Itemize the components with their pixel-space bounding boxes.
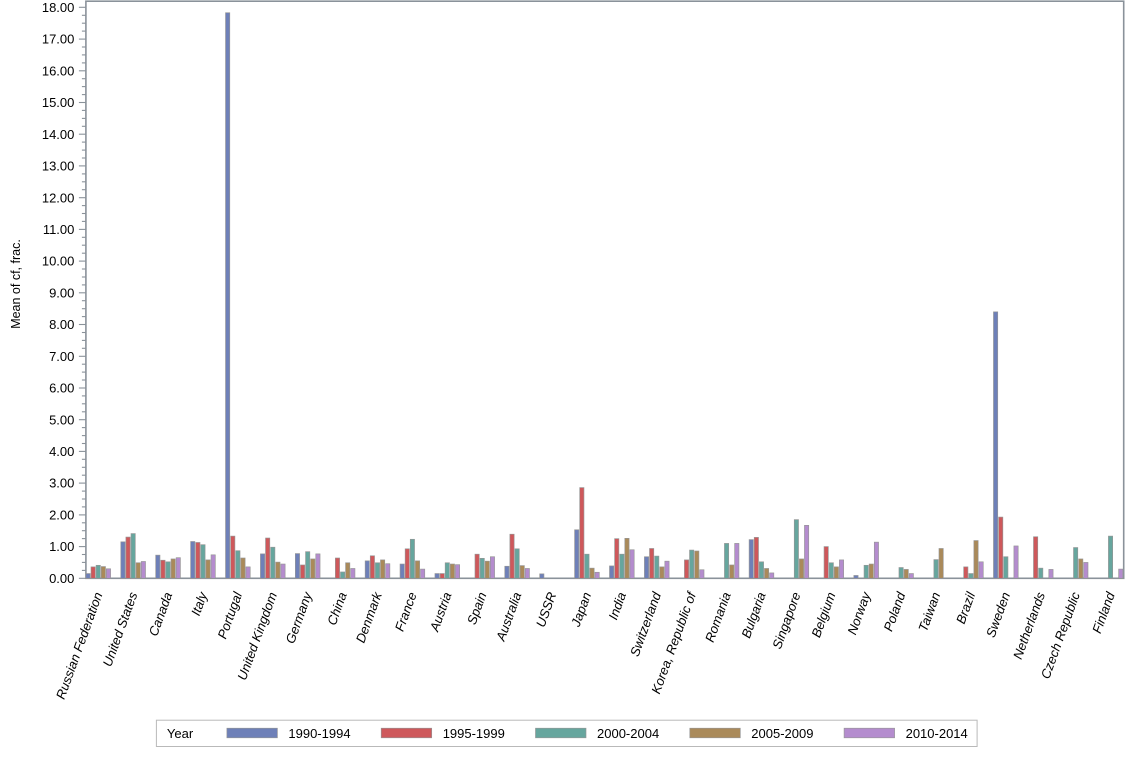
svg-text:9.00: 9.00: [49, 285, 74, 300]
svg-text:17.00: 17.00: [42, 32, 75, 47]
svg-text:1.00: 1.00: [49, 539, 74, 554]
svg-text:1990-1994: 1990-1994: [288, 726, 350, 741]
svg-text:6.00: 6.00: [49, 381, 74, 396]
svg-text:14.00: 14.00: [42, 127, 75, 142]
svg-text:18.00: 18.00: [42, 0, 75, 15]
svg-text:16.00: 16.00: [42, 63, 75, 78]
svg-text:11.00: 11.00: [43, 222, 75, 237]
svg-text:0.00: 0.00: [49, 571, 74, 586]
svg-text:3.00: 3.00: [49, 476, 74, 491]
svg-text:2000-2004: 2000-2004: [597, 726, 659, 741]
svg-text:15.00: 15.00: [42, 95, 75, 110]
svg-text:2005-2009: 2005-2009: [751, 726, 813, 741]
svg-text:12.00: 12.00: [42, 190, 75, 205]
svg-text:13.00: 13.00: [42, 159, 75, 174]
svg-text:2.00: 2.00: [49, 508, 74, 523]
svg-text:7.00: 7.00: [49, 349, 74, 364]
svg-text:8.00: 8.00: [49, 317, 74, 332]
svg-text:1995-1999: 1995-1999: [443, 726, 505, 741]
svg-text:Year: Year: [167, 726, 194, 741]
svg-text:10.00: 10.00: [42, 254, 75, 269]
svg-text:Mean of cf, frac.: Mean of cf, frac.: [9, 239, 23, 329]
svg-text:2010-2014: 2010-2014: [906, 726, 968, 741]
svg-text:4.00: 4.00: [49, 444, 74, 459]
svg-text:5.00: 5.00: [49, 412, 74, 427]
